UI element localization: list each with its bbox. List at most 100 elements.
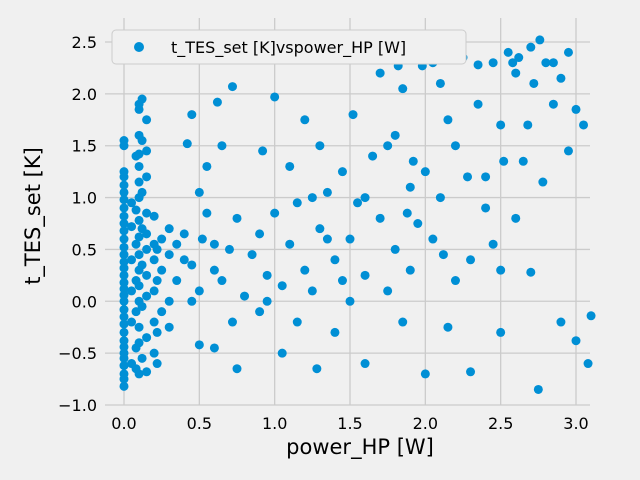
- data-point: [119, 319, 129, 329]
- data-point: [142, 367, 152, 377]
- data-point: [270, 92, 280, 102]
- data-point: [142, 146, 152, 156]
- data-point: [134, 215, 144, 225]
- data-point: [194, 286, 204, 296]
- data-point: [119, 187, 129, 197]
- legend-label: t_TES_set [K]vspower_HP [W]: [171, 38, 406, 58]
- data-point: [481, 203, 491, 213]
- data-point: [466, 367, 476, 377]
- data-point: [330, 255, 340, 265]
- data-point: [398, 84, 408, 94]
- data-point: [119, 305, 129, 315]
- data-point: [511, 68, 521, 78]
- data-point: [466, 255, 476, 265]
- data-point: [119, 203, 129, 213]
- data-point: [496, 327, 506, 337]
- data-point: [142, 244, 152, 254]
- data-point: [232, 364, 242, 374]
- data-point: [360, 270, 370, 280]
- data-point: [212, 97, 222, 107]
- data-point: [227, 317, 237, 327]
- data-point: [571, 104, 581, 114]
- legend-box: [111, 29, 467, 65]
- data-point: [187, 296, 197, 306]
- data-point: [563, 47, 573, 57]
- data-point: [390, 244, 400, 254]
- y-tick-label: −1.0: [58, 396, 97, 415]
- x-axis-label: power_HP [W]: [286, 435, 434, 460]
- data-point: [157, 234, 167, 244]
- data-point: [496, 120, 506, 130]
- y-tick-label: 0.5: [72, 240, 97, 259]
- x-tick-labels: 0.0 0.5 1.0 1.5 2.0 2.5 3.0: [111, 414, 588, 433]
- data-point: [538, 177, 548, 187]
- data-point: [152, 327, 162, 337]
- data-point: [292, 317, 302, 327]
- data-point: [142, 333, 152, 343]
- data-point: [197, 234, 207, 244]
- data-point: [142, 115, 152, 125]
- data-point: [262, 296, 272, 306]
- data-point: [337, 167, 347, 177]
- data-point: [127, 198, 137, 208]
- y-tick-label: 1.0: [72, 189, 97, 208]
- data-point: [345, 234, 355, 244]
- data-point: [247, 250, 257, 260]
- data-point: [127, 222, 137, 232]
- data-point: [227, 82, 237, 92]
- data-point: [258, 146, 268, 156]
- data-point: [488, 58, 498, 68]
- data-point: [152, 244, 162, 254]
- data-points: [119, 35, 596, 394]
- data-point: [443, 115, 453, 125]
- data-point: [119, 278, 129, 288]
- data-point: [438, 250, 448, 260]
- x-tick-label: 2.0: [413, 414, 438, 433]
- data-point: [348, 110, 358, 120]
- data-point: [142, 208, 152, 218]
- data-point: [435, 193, 445, 203]
- data-point: [402, 208, 412, 218]
- data-point: [548, 58, 558, 68]
- data-point: [119, 263, 129, 273]
- data-point: [119, 167, 129, 177]
- y-tick-labels: −1.0 −0.5 0.0 0.5 1.0 1.5 2.0 2.5: [58, 33, 97, 415]
- data-point: [157, 307, 167, 317]
- data-point: [390, 130, 400, 140]
- data-point: [360, 359, 370, 369]
- data-point: [292, 198, 302, 208]
- data-point: [270, 208, 280, 218]
- data-point: [541, 58, 551, 68]
- data-point: [514, 53, 524, 63]
- data-point: [473, 99, 483, 109]
- data-point: [368, 151, 378, 161]
- data-point: [232, 213, 242, 223]
- data-point: [119, 342, 129, 352]
- data-point: [511, 213, 521, 223]
- data-point: [119, 369, 129, 379]
- data-point: [137, 136, 147, 146]
- data-point: [535, 35, 545, 45]
- data-point: [420, 369, 430, 379]
- x-tick-label: 0.0: [111, 414, 136, 433]
- data-point: [473, 60, 483, 70]
- data-point: [383, 141, 393, 151]
- data-point: [496, 265, 506, 275]
- data-point: [152, 359, 162, 369]
- data-point: [134, 250, 144, 260]
- data-point: [119, 348, 129, 358]
- data-point: [119, 234, 129, 244]
- data-point: [209, 265, 219, 275]
- data-point: [579, 120, 589, 130]
- data-point: [134, 338, 144, 348]
- data-point: [463, 172, 473, 182]
- data-point: [149, 317, 159, 327]
- y-axis-label: t_TES_set [K]: [21, 147, 46, 285]
- data-point: [360, 193, 370, 203]
- data-point: [194, 340, 204, 350]
- data-point: [300, 115, 310, 125]
- data-point: [164, 322, 174, 332]
- data-point: [503, 47, 513, 57]
- data-point: [353, 198, 363, 208]
